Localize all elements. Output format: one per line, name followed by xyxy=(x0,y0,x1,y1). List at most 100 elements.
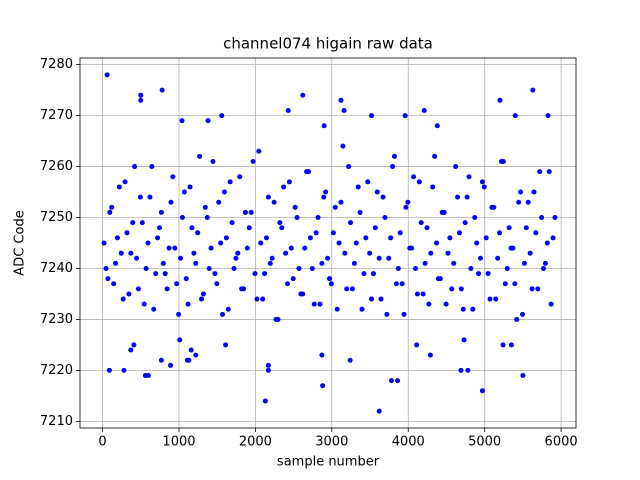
point xyxy=(346,164,352,170)
point xyxy=(497,97,503,103)
point xyxy=(411,174,417,180)
point xyxy=(418,220,424,226)
point xyxy=(413,265,419,271)
points-layer xyxy=(101,72,558,414)
point xyxy=(227,179,233,185)
point xyxy=(402,113,408,119)
point xyxy=(116,184,122,190)
point xyxy=(128,250,134,256)
chart-title: channel074 higain raw data xyxy=(223,35,433,53)
point xyxy=(177,337,183,343)
point xyxy=(258,240,264,246)
point xyxy=(334,306,340,312)
point xyxy=(193,260,199,266)
point xyxy=(300,92,306,98)
point xyxy=(188,347,194,353)
x-tick-label: 1000 xyxy=(162,435,195,450)
point xyxy=(531,189,537,195)
point xyxy=(109,204,115,210)
point xyxy=(427,352,433,358)
point xyxy=(220,311,226,317)
point xyxy=(131,342,137,348)
point xyxy=(426,301,432,307)
point xyxy=(428,250,434,256)
point xyxy=(461,337,467,343)
point xyxy=(382,215,388,221)
grid-layer xyxy=(80,58,576,428)
point xyxy=(122,179,128,185)
point xyxy=(246,225,252,231)
point xyxy=(332,204,338,210)
point xyxy=(248,209,254,215)
point xyxy=(244,245,250,251)
point xyxy=(223,342,229,348)
point xyxy=(306,169,312,175)
point xyxy=(435,276,441,282)
point xyxy=(206,265,212,271)
point xyxy=(460,306,466,312)
point xyxy=(424,225,430,231)
point xyxy=(539,215,545,221)
point xyxy=(103,265,109,271)
point xyxy=(535,286,541,292)
point xyxy=(132,164,138,170)
point xyxy=(168,199,174,205)
point xyxy=(231,265,237,271)
point xyxy=(401,311,407,317)
point xyxy=(338,97,344,103)
point xyxy=(483,235,489,241)
point xyxy=(179,118,185,124)
point xyxy=(357,209,363,215)
point xyxy=(351,260,357,266)
point xyxy=(128,347,134,353)
point xyxy=(546,169,552,175)
point xyxy=(325,255,331,261)
point xyxy=(285,107,291,113)
point xyxy=(349,286,355,292)
point xyxy=(114,235,120,241)
point xyxy=(223,235,229,241)
point xyxy=(113,260,119,266)
point xyxy=(465,367,471,373)
point xyxy=(265,367,271,373)
point xyxy=(330,230,336,236)
x-tick-label: 3000 xyxy=(315,435,348,450)
point xyxy=(512,113,518,119)
y-tick-label: 7240 xyxy=(40,261,73,276)
point xyxy=(166,245,172,251)
point xyxy=(309,265,315,271)
point xyxy=(416,179,422,185)
point xyxy=(130,220,136,226)
point xyxy=(395,265,401,271)
point xyxy=(361,271,367,277)
point xyxy=(323,189,329,195)
point xyxy=(386,255,392,261)
point xyxy=(552,215,558,221)
point xyxy=(525,199,531,205)
point xyxy=(439,209,445,215)
point xyxy=(286,179,292,185)
point xyxy=(376,408,382,414)
point xyxy=(434,123,440,129)
point xyxy=(153,271,159,277)
point xyxy=(106,367,112,373)
x-tick-label: 5000 xyxy=(468,435,501,450)
point xyxy=(124,230,130,236)
point xyxy=(527,250,533,256)
point xyxy=(225,306,231,312)
point xyxy=(462,220,468,226)
y-tick-label: 7230 xyxy=(40,312,73,327)
y-tick-label: 7260 xyxy=(40,159,73,174)
point xyxy=(118,250,124,256)
point xyxy=(292,204,298,210)
point xyxy=(141,301,147,307)
point xyxy=(185,301,191,307)
point xyxy=(193,352,199,358)
point xyxy=(263,235,269,241)
point xyxy=(279,225,285,231)
point xyxy=(489,204,495,210)
point xyxy=(378,296,384,302)
point xyxy=(479,388,485,394)
point xyxy=(365,179,371,185)
